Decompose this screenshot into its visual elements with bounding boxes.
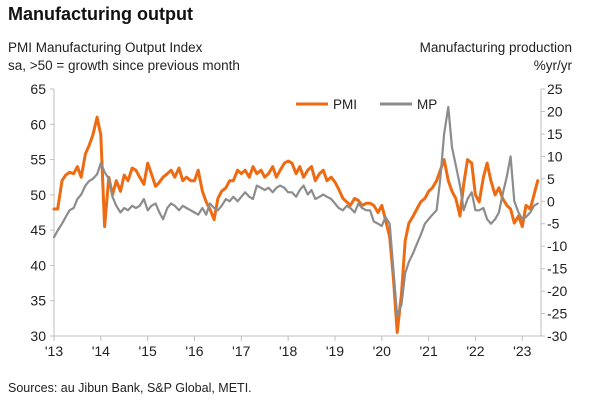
left-axis-tick-label: 40	[30, 257, 46, 273]
x-axis-tick-label: '17	[232, 343, 250, 359]
chart-title: Manufacturing output	[8, 4, 193, 24]
x-axis-tick-label: '21	[419, 343, 437, 359]
x-axis-tick-label: '14	[92, 343, 110, 359]
left-axis-tick-label: 45	[30, 222, 46, 238]
series-line-pmi	[52, 115, 540, 334]
legend-label-pmi: PMI	[333, 97, 357, 112]
right-axis-tick-label: 0	[547, 193, 555, 209]
left-axis-tick-label: 35	[30, 293, 46, 309]
right-axis-tick-label: 25	[547, 81, 563, 97]
series-group	[52, 105, 540, 334]
right-axis-tick-label: 5	[547, 171, 555, 187]
left-axis-tick-label: 65	[30, 81, 46, 97]
right-axis-unit: %yr/yr	[533, 58, 572, 73]
left-axis-tick-label: 30	[30, 328, 46, 344]
left-axis-tick-label: 60	[30, 116, 46, 132]
x-axis-tick-label: '22	[466, 343, 484, 359]
left-axis-note: sa, >50 = growth since previous month	[8, 58, 240, 73]
legend-label-mp: MP	[417, 97, 437, 112]
legend: PMI MP	[296, 97, 437, 112]
left-axis-subtitle: PMI Manufacturing Output Index	[8, 40, 203, 55]
x-axis-tick-label: '18	[279, 343, 297, 359]
right-axis-tick-label: -30	[547, 328, 567, 344]
x-axis-tick-label: '13	[45, 343, 63, 359]
right-axis-tick-label: -20	[547, 283, 567, 299]
source-note: Sources: au Jibun Bank, S&P Global, METI…	[8, 381, 252, 395]
right-axis-tick-label: 20	[547, 103, 563, 119]
right-axis-subtitle: Manufacturing production	[419, 40, 572, 55]
right-axis-tick-label: -15	[547, 261, 567, 277]
right-axis-tick-label: -10	[547, 238, 567, 254]
axes-group: 30 35 40 45 50 55 60 65 -30 -25 -20 -15 -10 -5 0 5 10 15 2…	[30, 81, 567, 359]
x-axis-tick-label: '15	[139, 343, 157, 359]
left-axis-tick-label: 55	[30, 152, 46, 168]
right-axis-tick-label: 15	[547, 126, 563, 142]
x-axis-tick-label: '20	[373, 343, 391, 359]
right-axis-tick-label: -25	[547, 306, 567, 322]
right-axis-tick-label: 10	[547, 148, 563, 164]
x-axis-tick-label: '16	[185, 343, 203, 359]
left-axis-tick-label: 50	[30, 187, 46, 203]
right-axis-tick-label: -5	[547, 216, 560, 232]
series-line-mp	[52, 105, 539, 317]
x-axis-tick-label: '19	[326, 343, 344, 359]
x-axis-tick-label: '23	[513, 343, 531, 359]
